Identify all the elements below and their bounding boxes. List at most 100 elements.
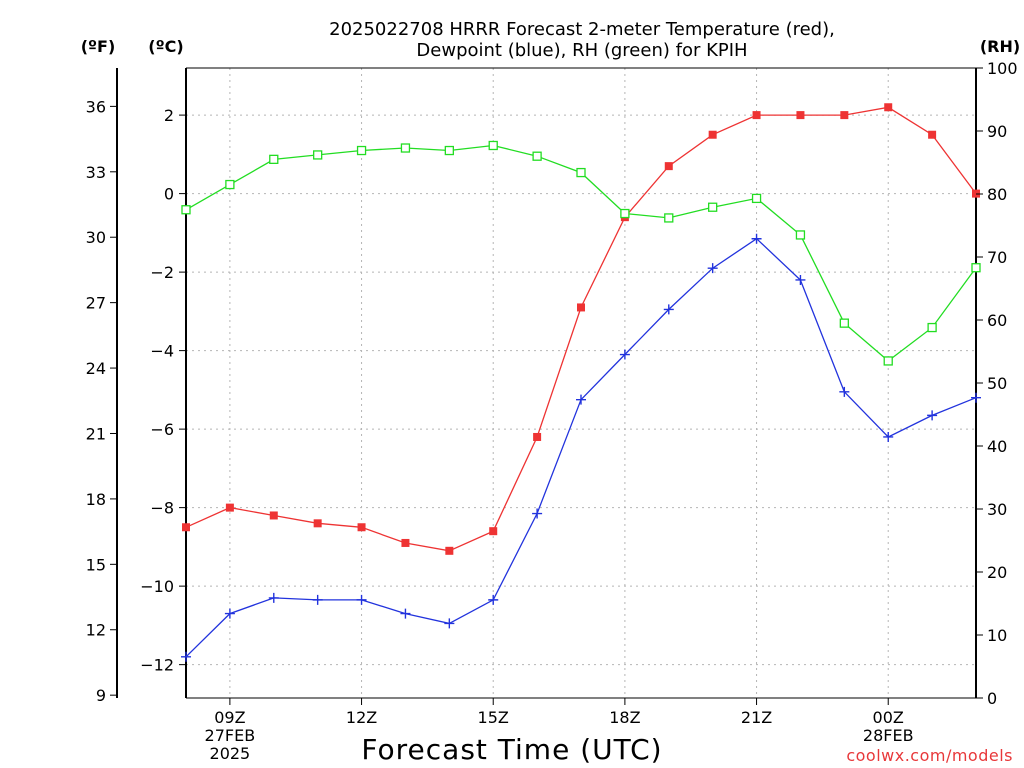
x-tick-label: 18Z <box>609 708 640 727</box>
celsius-tick-label: −6 <box>150 420 174 439</box>
temperature-point <box>269 511 278 520</box>
x-tick-label: 2025 <box>210 744 251 763</box>
x-tick-label: 21Z <box>741 708 772 727</box>
fahrenheit-tick-label: 9 <box>96 686 106 705</box>
rh-line <box>185 144 977 362</box>
data-series <box>181 103 981 662</box>
temperature-point <box>445 546 454 555</box>
temperature-point <box>928 130 937 139</box>
fahrenheit-tick-label: 30 <box>86 228 106 247</box>
chart-title-line2: Dewpoint (blue), RH (green) for KPIH <box>416 40 747 61</box>
celsius-tick-label: −10 <box>140 577 174 596</box>
celsius-tick-label: 2 <box>164 106 174 125</box>
x-tick-label: 15Z <box>478 708 509 727</box>
celsius-tick-label: −12 <box>140 656 174 675</box>
dewpoint-line <box>185 237 977 658</box>
celsius-unit-label: (ºC) <box>148 37 183 56</box>
rh-tick-label: 40 <box>987 437 1007 456</box>
temperature-point <box>225 503 234 512</box>
dewpoint-point <box>663 304 674 315</box>
credit-text: coolwx.com/models <box>846 746 1013 765</box>
temperature-point <box>313 519 322 528</box>
rh-point <box>927 322 937 333</box>
x-tick-label: 00Z <box>873 708 904 727</box>
fahrenheit-tick-label: 27 <box>86 294 106 313</box>
fahrenheit-tick-label: 33 <box>86 163 106 182</box>
fahrenheit-tick-label: 15 <box>86 555 106 574</box>
fahrenheit-tick-label: 18 <box>86 490 106 509</box>
rh-tick-label: 0 <box>987 689 997 708</box>
dewpoint-point <box>927 410 938 421</box>
rh-point <box>576 167 586 178</box>
dewpoint-point <box>576 394 586 405</box>
x-tick-label: 28FEB <box>863 726 914 745</box>
rh-tick-label: 10 <box>987 626 1007 645</box>
rh-tick-label: 60 <box>987 311 1007 330</box>
rh-point <box>664 213 674 223</box>
x-tick-label: 09Z <box>214 708 245 727</box>
rh-point <box>400 143 411 153</box>
temperature-point <box>884 103 893 112</box>
dewpoint-point <box>224 608 235 619</box>
fahrenheit-tick-label: 24 <box>86 359 106 378</box>
celsius-tick-label: −2 <box>150 263 174 282</box>
rh-point <box>488 140 498 151</box>
temperature-point <box>796 111 805 120</box>
rh-tick-label: 90 <box>987 122 1007 141</box>
dewpoint-point <box>839 386 850 397</box>
dewpoint-point <box>707 263 718 274</box>
celsius-tick-label: 0 <box>164 185 174 204</box>
rh-point <box>269 154 279 165</box>
rh-tick-label: 30 <box>987 500 1007 519</box>
dewpoint-point <box>444 618 455 629</box>
dewpoint-point <box>883 431 894 442</box>
grid-lines <box>186 68 976 698</box>
x-axis-label: Forecast Time (UTC) <box>361 733 662 766</box>
temperature-point <box>182 523 190 532</box>
rh-tick-label: 100 <box>987 59 1018 78</box>
rh-point <box>225 179 235 190</box>
dewpoint-point <box>971 392 981 403</box>
temperature-point <box>840 111 849 120</box>
rh-point <box>532 151 542 161</box>
dewpoint-point <box>619 349 630 360</box>
rh-point <box>971 263 981 273</box>
celsius-tick-label: −8 <box>150 499 174 518</box>
rh-tick-label: 50 <box>987 374 1007 393</box>
rh-point <box>313 150 323 160</box>
rh-tick-label: 20 <box>987 563 1007 582</box>
rh-point <box>444 145 454 156</box>
dewpoint-point <box>532 508 543 519</box>
rh-point <box>356 145 367 156</box>
dewpoint-point <box>751 233 762 244</box>
axes <box>116 67 977 699</box>
fahrenheit-tick-label: 21 <box>86 424 106 443</box>
fahrenheit-tick-label: 12 <box>86 621 106 640</box>
x-tick-label: 12Z <box>346 708 377 727</box>
dewpoint-point <box>181 651 191 662</box>
rh-point <box>751 193 762 204</box>
dewpoint-point <box>488 594 499 605</box>
fahrenheit-tick-label: 36 <box>86 97 106 116</box>
dewpoint-point <box>356 594 367 605</box>
temperature-point <box>708 130 717 139</box>
celsius-tick-label: −4 <box>150 342 174 361</box>
rh-point <box>620 208 630 219</box>
temperature-point <box>489 527 498 536</box>
x-tick-label: 27FEB <box>205 726 256 745</box>
rh-tick-label: 70 <box>987 248 1007 267</box>
dewpoint-point <box>312 594 323 605</box>
rh-point <box>708 202 718 212</box>
temperature-point <box>533 432 542 441</box>
dewpoint-point <box>268 592 279 603</box>
dewpoint-point <box>795 274 806 285</box>
temperature-point <box>577 303 585 312</box>
chart-title-line1: 2025022708 HRRR Forecast 2-meter Tempera… <box>329 19 835 40</box>
fahrenheit-unit-label: (ºF) <box>81 37 116 56</box>
rh-point <box>181 205 191 215</box>
dewpoint-point <box>400 608 411 619</box>
rh-point <box>883 356 893 366</box>
rh-point <box>839 318 849 328</box>
rh-unit-label: (RH) <box>980 37 1020 56</box>
